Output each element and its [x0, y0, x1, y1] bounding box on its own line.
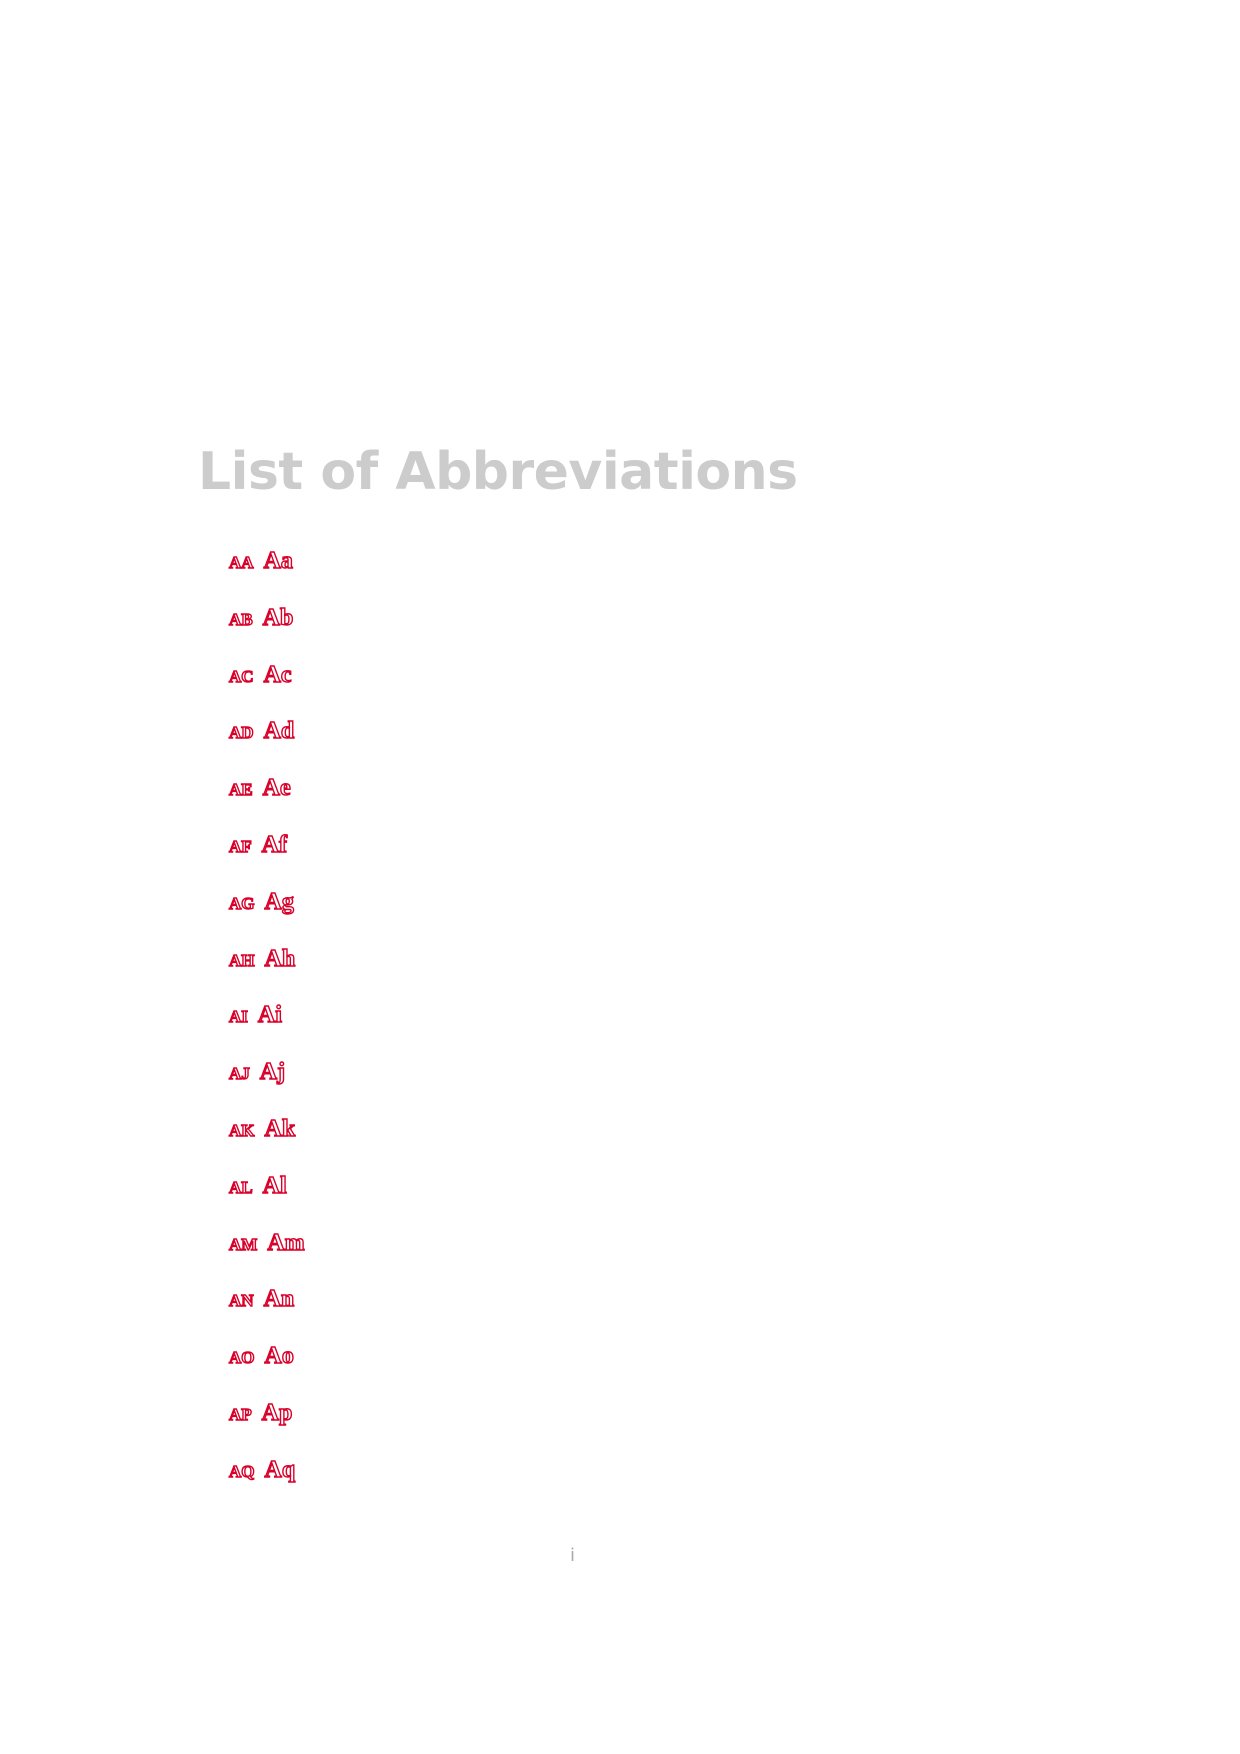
abbreviation-description[interactable]: Aa: [263, 547, 294, 574]
abbreviation-key[interactable]: AF: [228, 831, 252, 858]
page-title: List of Abbreviations: [198, 442, 798, 502]
abbreviation-key[interactable]: AG: [228, 888, 255, 915]
list-item[interactable]: AC Ac: [228, 661, 305, 719]
list-item[interactable]: AN An: [228, 1286, 305, 1343]
abbreviation-description[interactable]: Ab: [262, 604, 294, 631]
list-item[interactable]: AK Ak: [228, 1115, 305, 1173]
abbreviation-key[interactable]: AN: [228, 1286, 254, 1313]
abbreviation-key[interactable]: AH: [228, 945, 255, 972]
abbreviation-key[interactable]: AO: [228, 1342, 255, 1370]
list-item[interactable]: AM Am: [228, 1229, 306, 1287]
list-item[interactable]: AH Ah: [228, 945, 305, 1003]
abbreviation-description[interactable]: Ai: [257, 1002, 282, 1029]
list-item[interactable]: AP Ap: [228, 1399, 305, 1457]
abbreviation-key[interactable]: AJ: [228, 1058, 250, 1086]
list-item[interactable]: AO Ao: [228, 1342, 305, 1400]
abbreviation-description[interactable]: Aj: [259, 1058, 286, 1086]
abbreviation-key[interactable]: AK: [228, 1115, 255, 1142]
abbreviation-key[interactable]: AP: [228, 1399, 252, 1426]
abbreviation-key[interactable]: AD: [228, 718, 254, 745]
abbreviation-key[interactable]: AI: [228, 1002, 248, 1029]
abbreviation-key[interactable]: AB: [228, 604, 253, 631]
abbreviation-key[interactable]: AQ: [228, 1456, 255, 1483]
abbreviation-description[interactable]: Ac: [263, 661, 292, 688]
page-number: i: [569, 1545, 575, 1566]
list-item[interactable]: AQ Aq: [228, 1456, 305, 1514]
abbreviation-key[interactable]: AL: [228, 1172, 253, 1199]
abbreviation-key[interactable]: AM: [228, 1229, 258, 1256]
abbreviation-description[interactable]: Ak: [264, 1115, 296, 1142]
abbreviation-description[interactable]: Ad: [263, 718, 295, 745]
list-item[interactable]: AD Ad: [228, 718, 305, 775]
abbreviation-description[interactable]: An: [263, 1286, 295, 1313]
abbreviation-description[interactable]: Aq: [264, 1456, 296, 1483]
abbreviation-key[interactable]: AA: [228, 547, 254, 574]
abbreviation-description[interactable]: Ah: [264, 945, 296, 972]
abbreviation-description[interactable]: Ap: [261, 1399, 293, 1426]
list-item[interactable]: AJ Aj: [228, 1058, 305, 1116]
abbreviation-description[interactable]: Ag: [264, 888, 295, 915]
list-item[interactable]: AE Ae: [228, 774, 305, 832]
abbreviation-description[interactable]: Am: [267, 1229, 306, 1256]
list-item[interactable]: AA Aa: [228, 547, 305, 605]
list-item[interactable]: AG Ag: [228, 888, 305, 946]
abbreviation-description[interactable]: Al: [262, 1172, 287, 1199]
abbreviation-description[interactable]: Ae: [262, 774, 291, 802]
list-item[interactable]: AB Ab: [228, 604, 305, 662]
list-item[interactable]: AF Af: [228, 831, 305, 889]
abbreviation-description[interactable]: Af: [261, 831, 288, 858]
abbreviation-list: AA Aa AB Ab AC Ac AD Ad AE Ae AF Af AG Ag AH Ah …: [228, 547, 306, 1514]
abbreviation-description[interactable]: Ao: [264, 1342, 295, 1370]
list-item[interactable]: AI Ai: [228, 1002, 305, 1059]
list-item[interactable]: AL Al: [228, 1172, 305, 1230]
abbreviation-key[interactable]: AC: [228, 661, 254, 688]
abbreviation-key[interactable]: AE: [228, 774, 253, 802]
